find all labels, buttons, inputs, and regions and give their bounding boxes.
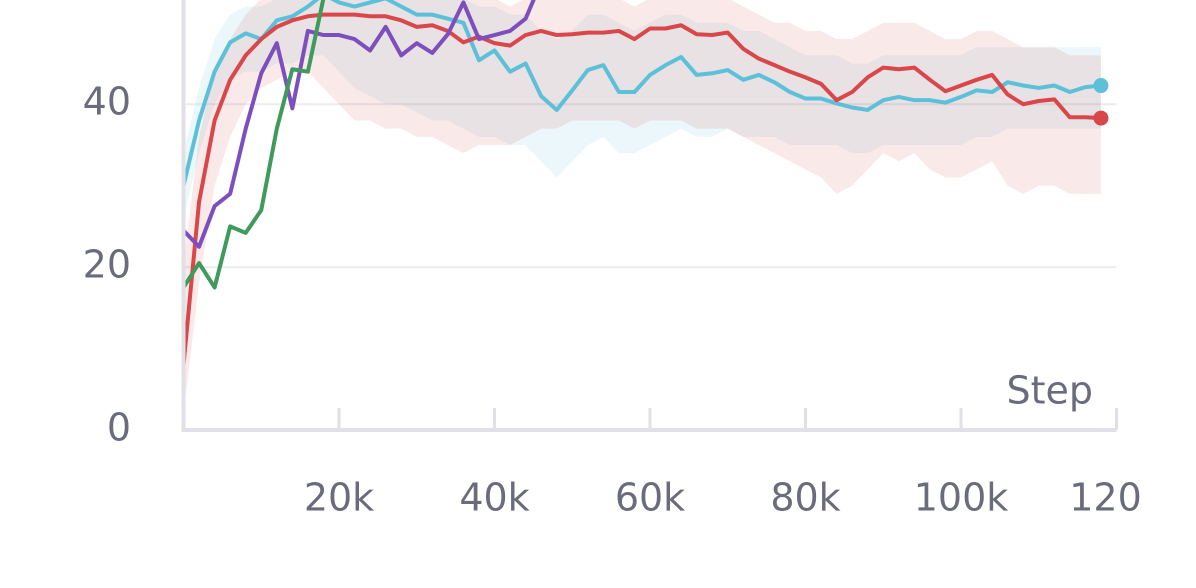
series-line	[183, 0, 326, 290]
x-axis-title: Step	[1006, 369, 1093, 413]
series-line	[183, 0, 1102, 187]
lines	[183, 0, 1109, 366]
band	[183, 0, 1101, 414]
axes: 0 20 40 20k 40k 60k 80k 100k 120k	[83, 0, 1164, 520]
x-tick-label: 60k	[615, 476, 685, 520]
grid	[183, 103, 1117, 269]
band	[183, 0, 1101, 219]
series-line	[183, 0, 536, 249]
x-tick-label: 40k	[459, 476, 529, 520]
x-tick-label: 100k	[914, 476, 1009, 520]
end-marker	[1093, 78, 1109, 94]
bands	[183, 0, 1101, 414]
x-tick-label: 120k	[1069, 476, 1164, 520]
x-tick-label: 20k	[304, 476, 374, 520]
series-line	[183, 12, 1102, 366]
y-tick-label: 0	[107, 406, 131, 450]
x-tick-label: 80k	[770, 476, 840, 520]
y-tick-label: 40	[83, 80, 131, 124]
end-marker	[1093, 110, 1109, 126]
y-tick-label: 20	[83, 243, 131, 287]
